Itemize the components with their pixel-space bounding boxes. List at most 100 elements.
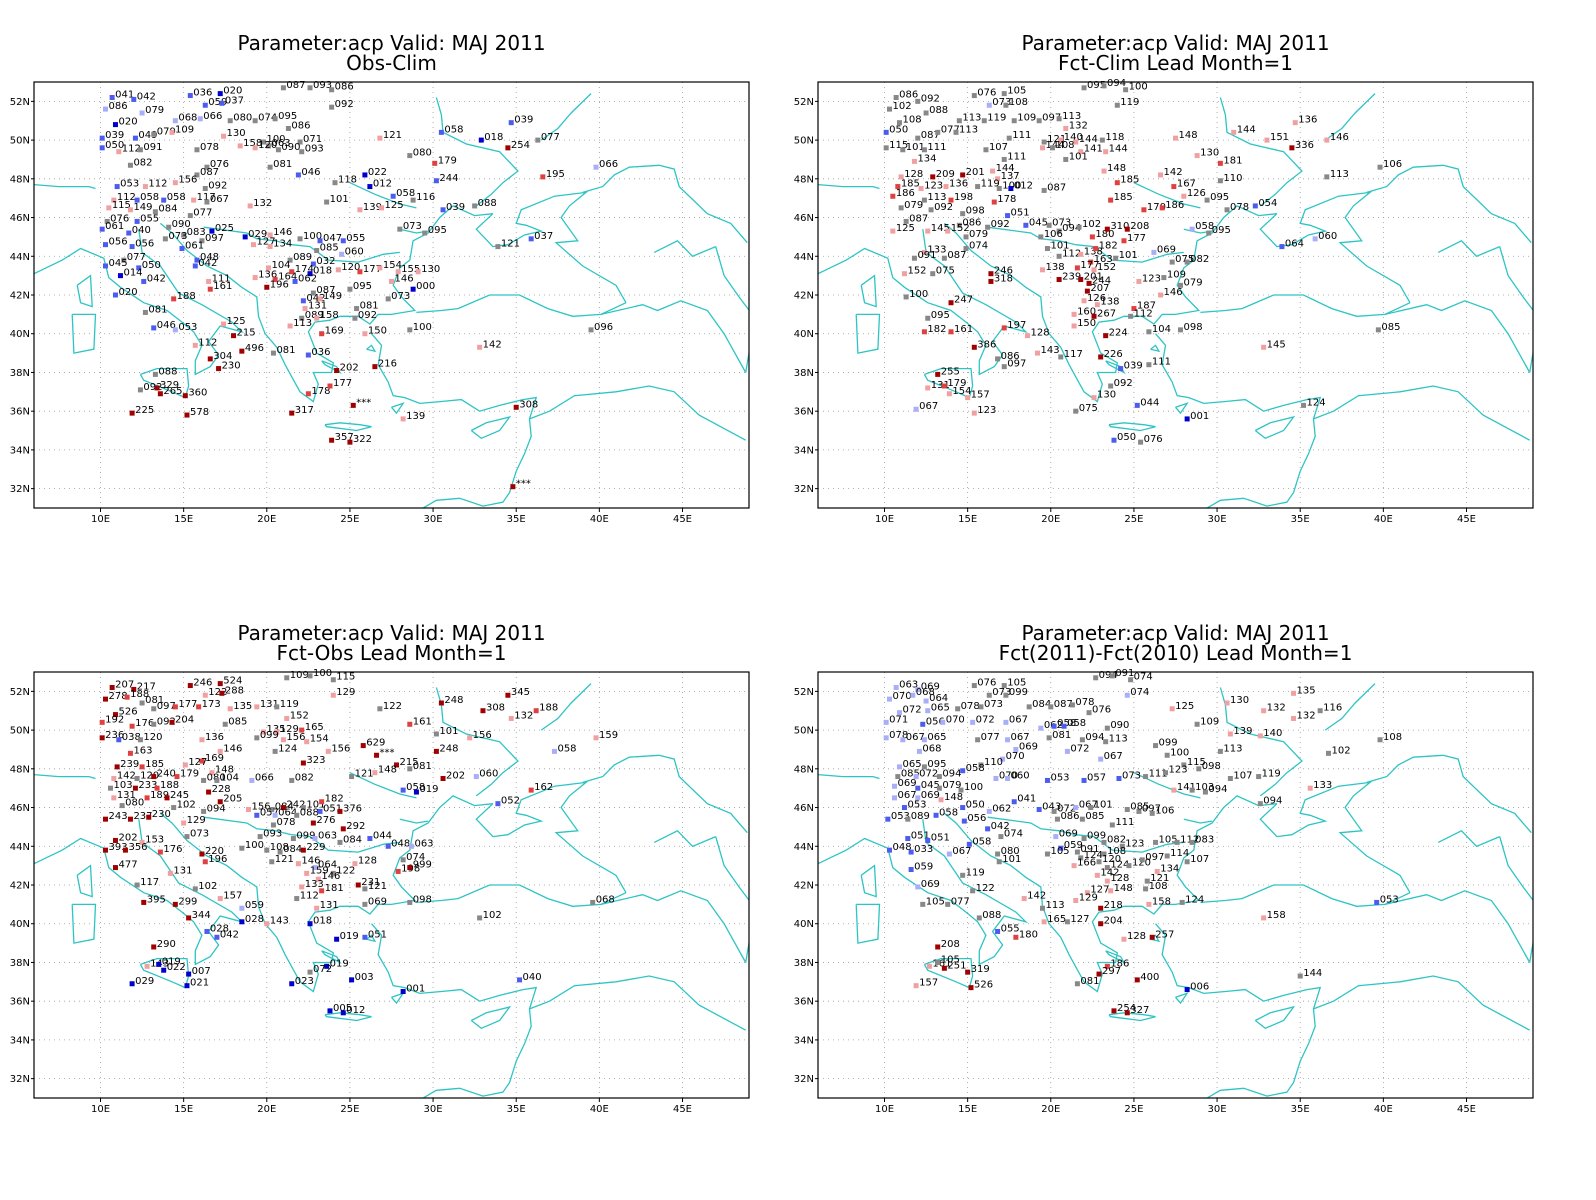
station-marker: [995, 928, 1001, 934]
station-marker: [132, 785, 138, 791]
station: 033: [908, 844, 933, 855]
station-value-label: 059: [914, 862, 933, 873]
station-value-label: 092: [335, 99, 354, 110]
station-marker: [913, 983, 919, 989]
station-marker: [510, 484, 516, 490]
station-marker: [400, 787, 406, 793]
station: 135: [1291, 685, 1316, 696]
station-value-label: 144: [996, 163, 1015, 174]
station-value-label: 019: [330, 958, 349, 969]
station-value-label: 058: [966, 763, 985, 774]
station-marker: [112, 865, 118, 871]
station: 132: [1291, 710, 1316, 721]
station-marker: [317, 808, 323, 814]
station-value-label: 124: [278, 743, 297, 754]
station-value-label: 101: [439, 726, 458, 737]
station-marker: [966, 841, 972, 847]
station: 064: [1279, 239, 1304, 250]
station-marker: [1098, 756, 1104, 762]
station-value-label: 237: [133, 811, 152, 822]
station-value-label: 085: [1085, 811, 1104, 822]
station: 058: [1051, 718, 1076, 729]
station-marker: [199, 758, 205, 764]
station-value-label: 073: [403, 221, 422, 232]
station-value-label: 050: [142, 260, 161, 271]
station-marker: [1094, 302, 1100, 308]
station-value-label: 072: [902, 705, 921, 716]
coastline: [324, 422, 372, 432]
station-marker: [302, 306, 308, 312]
station: 098: [960, 206, 985, 217]
station-marker: [136, 265, 142, 271]
station-marker: [329, 87, 335, 93]
station-value-label: 105: [1007, 86, 1026, 97]
station-marker: [312, 836, 318, 842]
station-marker: [928, 207, 934, 213]
station-marker: [1074, 265, 1080, 271]
station: 100: [1164, 747, 1189, 758]
station-value-label: 122: [336, 865, 355, 876]
station: 356: [122, 842, 148, 853]
station-marker: [1163, 770, 1169, 776]
lat-tick-label: 34N: [794, 445, 814, 456]
station-marker: [400, 857, 406, 863]
station: 078: [194, 142, 219, 153]
station-value-label: 081: [1052, 730, 1071, 741]
station: 042: [985, 821, 1010, 832]
station-value-label: 073: [391, 291, 410, 302]
station-marker: [151, 325, 157, 331]
station-marker: [1128, 677, 1134, 683]
station-value-label: 161: [213, 281, 232, 292]
station-marker: [324, 963, 330, 969]
station: 226: [1098, 349, 1123, 360]
station-marker: [883, 719, 889, 725]
station-value-label: 108: [1107, 846, 1126, 857]
station: 101: [1113, 250, 1138, 261]
station-marker: [264, 284, 270, 290]
station: 144: [1073, 134, 1098, 145]
station: 393: [103, 842, 128, 853]
station-value-label: 044: [373, 831, 392, 842]
station-marker: [593, 735, 599, 741]
station-value-label: 132: [514, 710, 533, 721]
station: 113: [287, 318, 312, 329]
station: 102: [477, 910, 502, 921]
station-marker: [1101, 83, 1107, 89]
station-value-label: 022: [368, 167, 387, 178]
station-marker: [317, 238, 323, 244]
station-marker: [257, 834, 263, 840]
station: 051: [925, 832, 950, 843]
station-marker: [184, 412, 190, 418]
station: 151: [1264, 132, 1289, 143]
station: 110: [978, 757, 1003, 768]
station: 069: [891, 778, 917, 789]
station-marker: [239, 348, 245, 354]
coastline: [139, 367, 190, 399]
station: 100: [297, 231, 322, 242]
station-value-label: 012: [373, 179, 392, 190]
station-marker: [265, 143, 271, 149]
station-value-label: 059: [208, 97, 227, 108]
station-marker: [137, 147, 143, 153]
station-value-label: 116: [416, 192, 435, 203]
station-marker: [314, 315, 320, 321]
station: 201: [1078, 272, 1103, 283]
station-marker: [913, 406, 919, 412]
station: 237: [127, 811, 153, 822]
station-marker: [99, 226, 105, 232]
station-value-label: 100: [1170, 747, 1189, 758]
coastline: [321, 360, 342, 375]
station-marker: [112, 837, 118, 843]
coastline: [923, 367, 974, 399]
station: 322: [347, 434, 372, 445]
station-value-label: 112: [122, 144, 141, 155]
station-value-label: 101: [330, 194, 349, 205]
station: 121: [1041, 134, 1066, 145]
station: 063: [408, 838, 434, 849]
station: 074: [963, 241, 988, 252]
station-value-label: 106: [1383, 159, 1402, 170]
coastline: [470, 415, 512, 440]
station-value-label: 126: [1087, 293, 1106, 304]
station-marker: [247, 203, 253, 209]
station-marker: [1008, 186, 1014, 191]
